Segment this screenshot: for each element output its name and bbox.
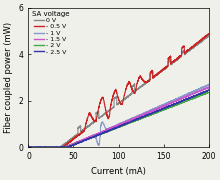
0 V	[202, 39, 205, 41]
- 2.5 V	[27, 146, 30, 148]
Y-axis label: Fiber coupled power (mW): Fiber coupled power (mW)	[4, 22, 13, 133]
X-axis label: Current (mA): Current (mA)	[91, 167, 146, 176]
- 2 V	[27, 146, 30, 148]
- 2.5 V	[207, 89, 210, 91]
- 0.5 V	[115, 90, 117, 92]
- 1.5 V	[202, 89, 205, 91]
- 1.5 V	[169, 102, 172, 105]
0 V	[115, 96, 117, 99]
0 V	[207, 34, 210, 37]
- 2 V	[169, 106, 172, 108]
Line: - 2.5 V: - 2.5 V	[28, 90, 209, 147]
- 1.5 V	[202, 88, 205, 91]
- 2.5 V	[169, 105, 172, 107]
- 2.5 V	[202, 92, 205, 94]
- 2 V	[207, 92, 210, 94]
- 2 V	[202, 93, 205, 95]
Line: - 1 V: - 1 V	[28, 84, 209, 147]
- 1 V	[169, 100, 172, 102]
0 V	[169, 59, 172, 61]
- 2.5 V	[110, 129, 113, 131]
0 V	[37, 146, 39, 148]
0 V	[27, 146, 30, 148]
Line: - 1.5 V: - 1.5 V	[28, 87, 209, 147]
0 V	[202, 39, 205, 41]
- 0.5 V	[110, 102, 113, 104]
- 2.5 V	[207, 89, 209, 91]
- 0.5 V	[36, 146, 39, 148]
- 2 V	[207, 91, 210, 93]
- 1.5 V	[115, 125, 117, 127]
- 2.5 V	[202, 91, 205, 93]
- 2.5 V	[36, 146, 39, 148]
- 2 V	[115, 127, 117, 129]
Legend: 0 V, - 0.5 V, - 1 V, - 1.5 V, - 2 V, - 2.5 V: 0 V, - 0.5 V, - 1 V, - 1.5 V, - 2 V, - 2…	[30, 10, 70, 56]
Line: 0 V: 0 V	[28, 35, 209, 147]
Line: - 0.5 V: - 0.5 V	[28, 34, 209, 147]
- 1 V	[37, 146, 39, 148]
- 1.5 V	[36, 146, 39, 148]
- 2 V	[110, 129, 113, 131]
- 1 V	[27, 146, 30, 148]
- 1 V	[115, 125, 117, 127]
Line: - 2 V: - 2 V	[28, 92, 209, 147]
- 2.5 V	[115, 127, 117, 129]
- 2 V	[27, 146, 30, 148]
- 1.5 V	[27, 146, 30, 148]
- 1 V	[202, 87, 205, 89]
- 1 V	[110, 126, 113, 129]
0 V	[207, 35, 210, 37]
- 0.5 V	[27, 146, 30, 148]
- 1 V	[27, 146, 30, 148]
- 2 V	[37, 146, 39, 148]
- 0.5 V	[207, 33, 210, 35]
0 V	[27, 146, 30, 148]
- 0.5 V	[202, 37, 205, 40]
0 V	[110, 107, 113, 110]
- 1.5 V	[110, 127, 113, 129]
- 0.5 V	[169, 55, 172, 57]
- 0.5 V	[202, 36, 205, 39]
- 1 V	[202, 86, 205, 88]
- 2 V	[202, 93, 205, 95]
- 1 V	[207, 83, 210, 86]
- 1.5 V	[207, 86, 210, 88]
